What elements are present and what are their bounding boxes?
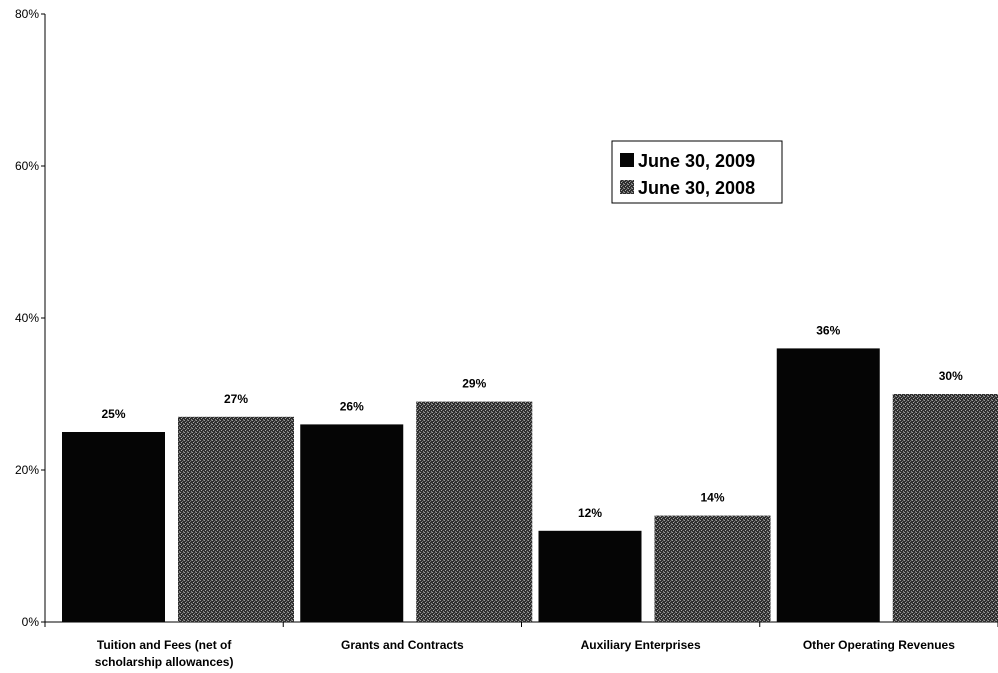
data-label: 27% bbox=[224, 392, 248, 406]
data-label: 14% bbox=[700, 491, 724, 505]
legend-swatch-2008 bbox=[620, 180, 634, 194]
legend-label: June 30, 2009 bbox=[638, 151, 755, 171]
category-label: Grants and Contracts bbox=[341, 638, 464, 652]
y-tick-label: 80% bbox=[15, 7, 39, 21]
data-label: 25% bbox=[101, 407, 125, 421]
legend-box bbox=[611, 140, 783, 204]
legend: June 30, 2009 June 30, 2008 bbox=[611, 140, 783, 204]
bars bbox=[62, 348, 998, 622]
category-label: Auxiliary Enterprises bbox=[581, 638, 701, 652]
data-label: 36% bbox=[816, 323, 840, 337]
data-label: 12% bbox=[578, 506, 602, 520]
y-tick-label: 40% bbox=[15, 311, 39, 325]
category-label: Other Operating Revenues bbox=[803, 638, 955, 652]
labels: 25% 27% Tuition and Fees (net of scholarshi… bbox=[95, 323, 963, 669]
bar-2008 bbox=[892, 394, 998, 622]
bar-2009 bbox=[62, 432, 165, 622]
y-tick-label: 0% bbox=[22, 615, 40, 629]
legend-swatch-2009 bbox=[620, 153, 634, 167]
bar-2008 bbox=[416, 401, 533, 622]
data-label: 30% bbox=[939, 369, 963, 383]
bar-2008 bbox=[178, 416, 294, 622]
y-tick-label: 60% bbox=[15, 159, 39, 173]
category-label: Tuition and Fees (net of scholarship allo… bbox=[95, 638, 234, 669]
bar-2009 bbox=[538, 530, 642, 622]
bar-2008 bbox=[654, 515, 771, 622]
bar-2009 bbox=[776, 348, 880, 622]
legend-label: June 30, 2008 bbox=[638, 178, 755, 198]
y-tick-label: 20% bbox=[15, 463, 39, 477]
data-label: 26% bbox=[340, 399, 364, 413]
bar-2009 bbox=[300, 424, 404, 622]
data-label: 29% bbox=[462, 377, 486, 391]
